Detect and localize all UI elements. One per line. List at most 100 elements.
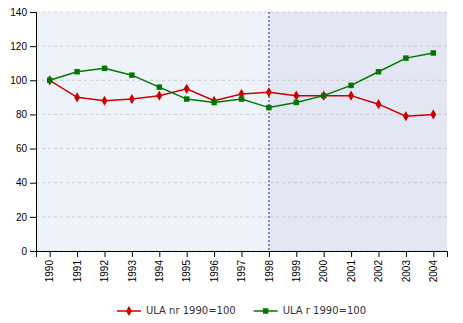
y-tick-label: 140: [10, 7, 27, 18]
data-point: [376, 99, 382, 109]
x-tick-mark: [50, 251, 51, 257]
x-tick-label: 2001: [346, 260, 357, 283]
grid-line: [36, 80, 447, 81]
x-tick: 2004: [428, 251, 439, 282]
y-tick: 100: [10, 75, 36, 86]
x-tick: 1990: [44, 251, 55, 282]
data-point: [184, 84, 190, 94]
x-tick-label: 1997: [236, 260, 247, 283]
data-point: [157, 84, 162, 89]
x-axis: 1990 1991 1992 1993 1994 1995 1996 1997 1998 1999…: [37, 251, 448, 282]
plot: 1990 1991 1992 1993 1994 1995 1996 1997 1998 1999…: [10, 7, 447, 283]
y-tick-label: 60: [16, 143, 28, 154]
x-tick-label: 1998: [264, 260, 275, 283]
data-point: [266, 105, 271, 110]
data-point: [211, 100, 216, 105]
x-tick-label: 1996: [209, 260, 220, 283]
y-tick: 40: [16, 177, 36, 188]
y-axis-line: [30, 13, 37, 252]
y-tick-mark: [30, 217, 36, 218]
data-point: [47, 75, 53, 85]
legend-item: ULA r 1990=100: [254, 305, 366, 316]
data-point: [102, 66, 107, 71]
legend-label: ULA r 1990=100: [283, 305, 366, 316]
x-tick: 1996: [209, 251, 220, 282]
data-point: [348, 91, 354, 101]
y-tick-mark: [30, 46, 36, 47]
x-tick-mark: [132, 251, 133, 257]
y-tick: 20: [16, 212, 36, 223]
legend-marker: [126, 306, 132, 316]
grid-line: [36, 12, 447, 13]
y-tick: 0: [21, 246, 36, 257]
y-tick-label: 0: [21, 246, 27, 257]
grid-line: [36, 148, 447, 149]
series: [47, 50, 436, 110]
data-point: [376, 69, 381, 74]
x-tick: 2003: [401, 251, 412, 282]
y-tick-mark: [30, 80, 36, 81]
x-tick-mark: [187, 251, 188, 257]
legend-label: ULA nr 1990=100: [146, 305, 236, 316]
x-tick-label: 2002: [373, 260, 384, 283]
y-tick: 80: [16, 109, 36, 120]
x-tick-mark: [269, 251, 270, 257]
x-tick-mark: [214, 251, 215, 257]
x-tick-label: 1994: [154, 260, 165, 283]
data-point: [74, 92, 80, 102]
data-point: [239, 96, 244, 101]
x-tick: 1991: [72, 251, 83, 282]
x-tick: 2000: [318, 251, 329, 282]
data-point: [74, 69, 79, 74]
y-tick-label: 80: [16, 109, 28, 120]
y-tick-mark: [30, 149, 36, 150]
x-tick-label: 1991: [72, 260, 83, 283]
y-tick: 60: [16, 143, 36, 154]
x-tick-mark: [105, 251, 106, 257]
data-point: [431, 50, 436, 55]
grid-line: [36, 46, 447, 47]
x-tick: 1998: [264, 251, 275, 282]
data-point: [294, 100, 299, 105]
y-tick-label: 40: [16, 177, 28, 188]
x-tick-mark: [351, 251, 352, 257]
x-tick-mark: [379, 251, 380, 257]
x-tick-label: 2003: [401, 260, 412, 283]
data-point: [184, 96, 189, 101]
legend-marker: [263, 308, 268, 313]
y-tick-mark: [30, 183, 36, 184]
x-tick-label: 1999: [291, 260, 302, 283]
y-tick-mark: [30, 251, 36, 252]
x-tick-label: 1995: [181, 260, 192, 283]
shade-before: [36, 12, 269, 251]
chart: 1990 1991 1992 1993 1994 1995 1996 1997 1998 1999…: [0, 0, 463, 323]
grid-line: [36, 114, 447, 115]
grid-line: [36, 182, 447, 183]
y-tick-label: 20: [16, 212, 28, 223]
y-tick: 140: [10, 7, 36, 18]
x-tick: 1999: [291, 251, 302, 282]
series-line: [50, 80, 434, 116]
y-tick: 120: [10, 41, 36, 52]
shade-after: [269, 12, 447, 251]
data-point: [403, 55, 408, 60]
data-point: [266, 87, 272, 97]
data-point: [321, 91, 327, 101]
legend: ULA nr 1990=100 ULA r 1990=100: [117, 305, 366, 316]
x-tick-mark: [296, 251, 297, 257]
reference-line: [268, 12, 270, 251]
data-point: [321, 93, 326, 98]
series: [47, 75, 436, 121]
x-tick: 1997: [236, 251, 247, 282]
x-tick-mark: [159, 251, 160, 257]
x-axis-line: [37, 252, 448, 258]
background: [36, 12, 447, 251]
x-tick: 1994: [154, 251, 165, 282]
data-point: [348, 83, 353, 88]
y-tick-label: 100: [10, 75, 27, 86]
x-tick: 1993: [127, 251, 138, 282]
grid: [36, 12, 447, 251]
x-tick-label: 1992: [99, 260, 110, 283]
x-tick-label: 1990: [44, 260, 55, 283]
x-tick: 1992: [99, 251, 110, 282]
